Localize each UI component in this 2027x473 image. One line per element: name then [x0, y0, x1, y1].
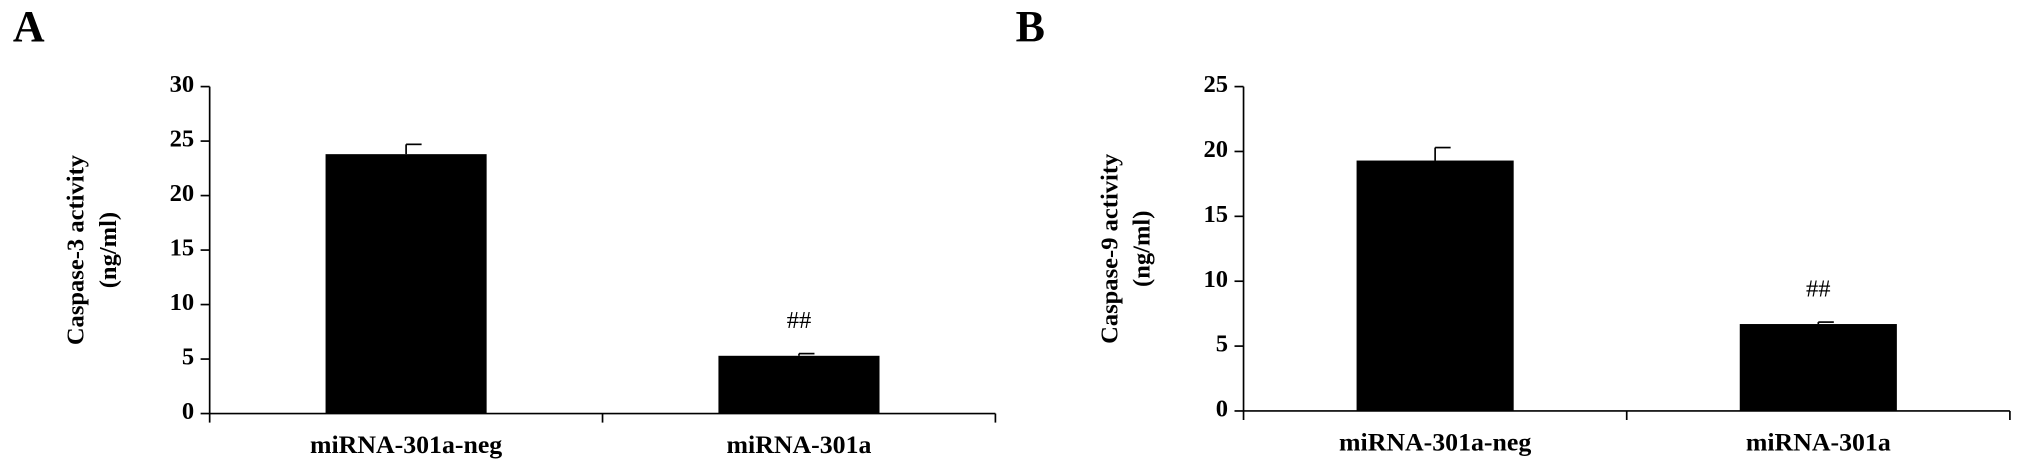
bar	[325, 154, 487, 414]
x-tick-label: miRNA-301a-neg	[1339, 428, 1531, 457]
panel-label: B	[1016, 2, 1045, 51]
y-axis-label: (ng/ml)	[1129, 211, 1156, 287]
y-tick-label: 15	[170, 235, 195, 262]
y-axis-label: Caspase-3 activity	[62, 154, 89, 345]
annotation: ##	[787, 307, 812, 334]
y-tick-label: 5	[1216, 331, 1228, 358]
y-axis-label: Caspase-9 activity	[1096, 153, 1123, 344]
x-tick-label: miRNA-301a	[1746, 428, 1891, 457]
y-axis-label: (ng/ml)	[95, 212, 122, 288]
annotation: ##	[1806, 276, 1831, 303]
bar	[718, 355, 880, 414]
y-tick-label: 25	[1203, 71, 1228, 98]
y-tick-label: 20	[170, 180, 195, 207]
x-tick-label: miRNA-301a-neg	[310, 430, 502, 459]
y-tick-label: 0	[1216, 396, 1228, 423]
y-tick-label: 10	[1203, 266, 1228, 293]
y-tick-label: 15	[1203, 201, 1228, 228]
y-tick-label: 30	[170, 71, 195, 98]
x-tick-label: miRNA-301a	[727, 430, 872, 459]
bar	[1356, 160, 1514, 411]
y-tick-label: 25	[170, 126, 195, 153]
bar	[1739, 324, 1897, 411]
y-tick-label: 20	[1203, 136, 1228, 163]
y-tick-label: 0	[182, 398, 194, 425]
panel-label: A	[13, 2, 45, 51]
y-tick-label: 5	[182, 344, 194, 371]
y-tick-label: 10	[170, 289, 195, 316]
